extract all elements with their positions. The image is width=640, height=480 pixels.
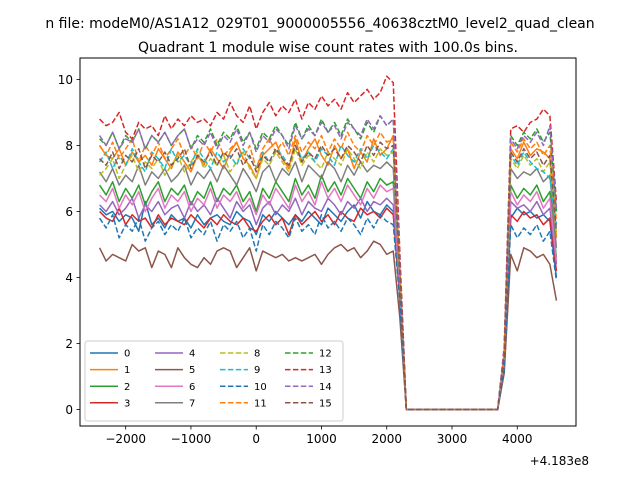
legend-label-12: 12 <box>319 349 332 360</box>
legend-label-9: 9 <box>254 365 260 376</box>
legend-label-7: 7 <box>189 398 195 409</box>
legend-label-5: 5 <box>189 365 195 376</box>
x-tick-label: 4000 <box>502 432 533 446</box>
legend-label-8: 8 <box>254 349 260 360</box>
y-tick-label: 6 <box>65 205 73 219</box>
y-tick-label: 2 <box>65 337 73 351</box>
legend-box <box>84 340 344 422</box>
y-tick-label: 8 <box>65 139 73 153</box>
legend-label-3: 3 <box>124 398 130 409</box>
legend-label-1: 1 <box>124 365 130 376</box>
x-tick-label: 0 <box>252 432 260 446</box>
chart-title: Quadrant 1 module wise count rates with … <box>138 40 518 56</box>
plot-frame <box>79 57 577 427</box>
x-tick-label: 3000 <box>437 432 468 446</box>
legend-label-11: 11 <box>254 398 267 409</box>
x-tick-label: 1000 <box>306 432 337 446</box>
x-tick-label: −2000 <box>105 432 146 446</box>
legend-label-15: 15 <box>319 398 332 409</box>
y-tick-label: 0 <box>65 403 73 417</box>
legend-label-14: 14 <box>319 382 332 393</box>
legend-label-4: 4 <box>189 349 195 360</box>
x-tick-label: −1000 <box>171 432 212 446</box>
y-tick-label: 4 <box>65 271 73 285</box>
legend-label-10: 10 <box>254 382 267 393</box>
legend-label-2: 2 <box>124 382 130 393</box>
x-offset-label: +4.183e8 <box>530 454 589 468</box>
figure-suptitle: n file: modeM0/AS1A12_029T01_9000005556_… <box>45 16 594 32</box>
y-axis: 0 2 4 6 8 10 <box>58 73 80 417</box>
plot-clip <box>98 75 558 411</box>
legend-label-0: 0 <box>124 349 130 360</box>
series-line-11 <box>98 131 558 411</box>
x-axis: −2000 −1000 0 1000 2000 3000 4000 <box>105 426 533 446</box>
legend-label-13: 13 <box>319 365 332 376</box>
x-tick-label: 2000 <box>371 432 402 446</box>
series-line-15 <box>99 141 558 411</box>
y-tick-label: 10 <box>58 73 73 87</box>
legend-label-6: 6 <box>189 382 195 393</box>
